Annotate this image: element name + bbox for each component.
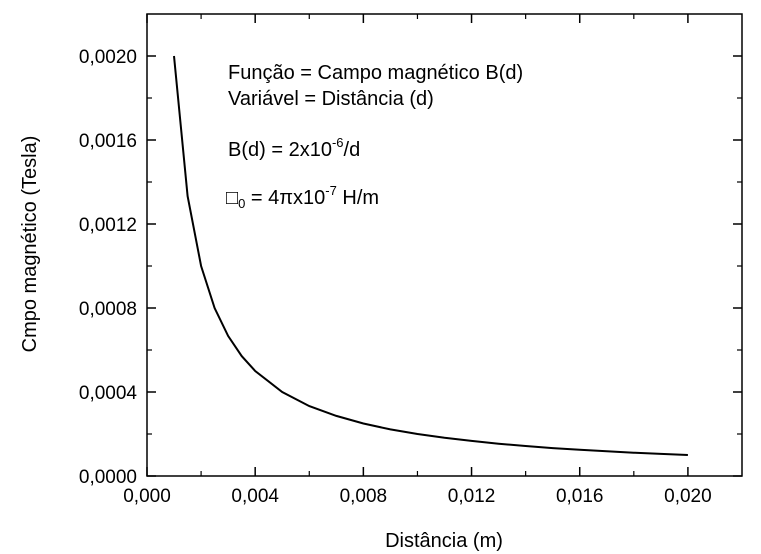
annotation-function: Função = Campo magnético B(d) [228,62,523,84]
formula-exponent: -6 [332,135,344,150]
x-tick-label: 0,012 [448,486,496,507]
y-tick-label: 0,0020 [79,47,137,68]
y-tick-label: 0,0012 [79,215,137,236]
annotation-variable: Variável = Distância (d) [228,88,434,110]
formula-main: B(d) = 2x10 [228,139,332,161]
series-line [173,55,688,456]
y-tick-label: 0,0000 [79,467,137,488]
x-tick-label: 0,000 [123,486,171,507]
mu-subscript: 0 [238,196,245,211]
tick-labels-group: 0,000 0,004 0,008 0,012 0,016 0,020 0,0000 0,00… [79,47,712,507]
plot-frame [146,13,743,477]
annotation-block: Função = Campo magnético B(d) Variável =… [226,62,523,211]
y-tick-label: 0,0004 [79,383,138,404]
mu-main: = 4πx10 [245,187,325,209]
mu-exponent: -7 [325,183,337,198]
y-tick-label: 0,0008 [79,299,137,320]
annotation-permeability: □0 = 4πx10-7 H/m [226,183,379,211]
annotation-formula: B(d) = 2x10-6/d [228,135,360,161]
mu-symbol: □ [226,187,238,209]
mu-tail: H/m [337,187,379,209]
x-tick-label: 0,016 [556,486,604,507]
x-tick-label: 0,008 [340,486,388,507]
x-tick-label: 0,004 [231,486,279,507]
y-tick-label: 0,0016 [79,131,137,152]
axes-group [146,13,743,477]
ticks-group [146,14,742,477]
y-axis-title: Cmpo magnético (Tesla) [19,136,41,353]
x-axis-title: Distância (m) [385,530,503,552]
formula-tail: /d [344,139,361,161]
x-tick-label: 0,020 [664,486,712,507]
